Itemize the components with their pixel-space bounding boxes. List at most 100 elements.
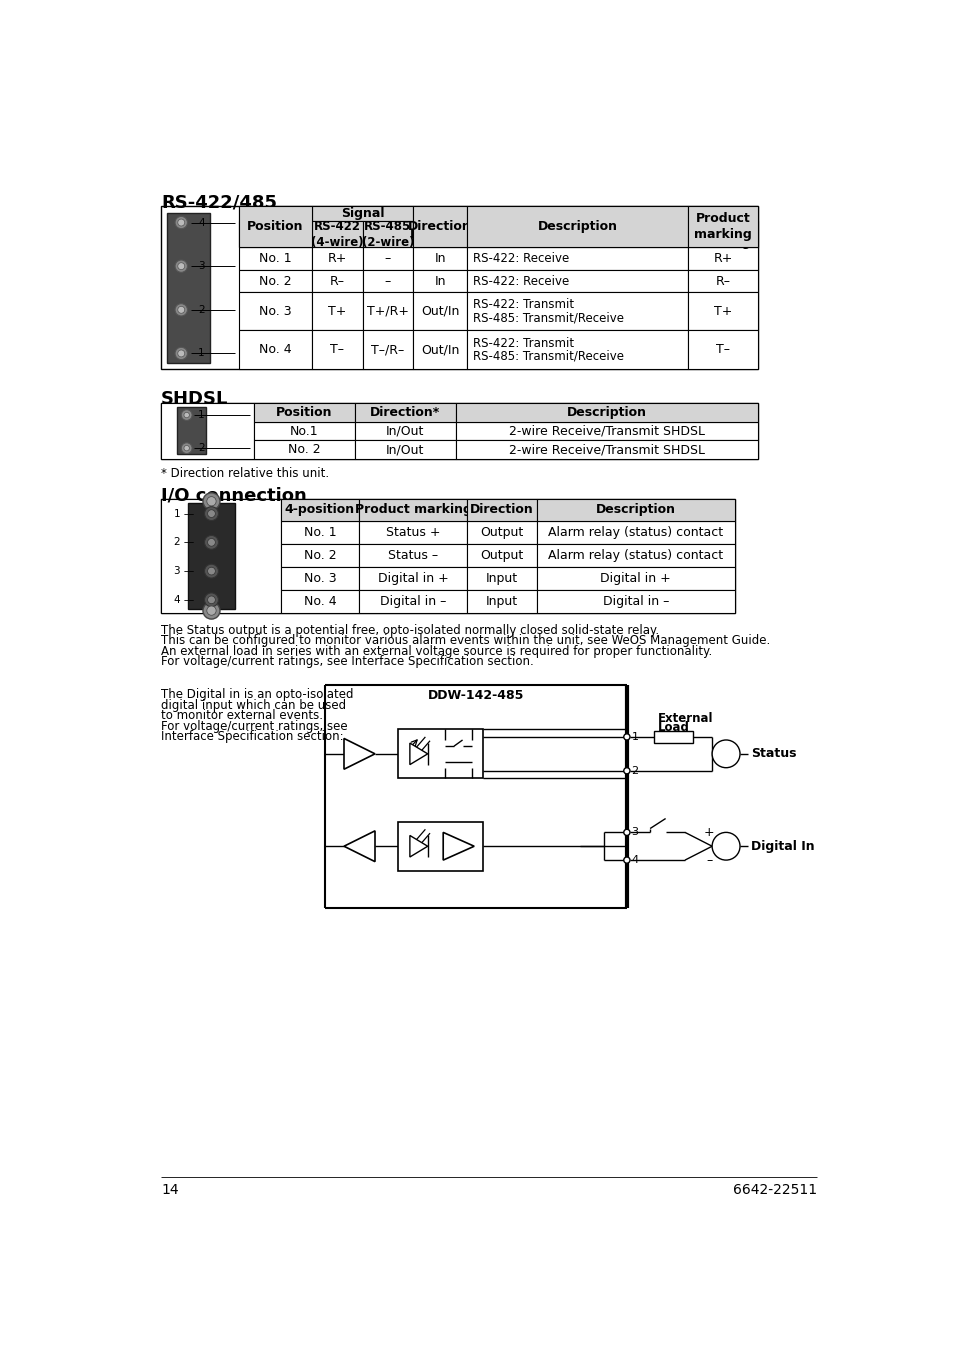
Text: Status: Status xyxy=(750,747,796,761)
Bar xyxy=(238,271,312,292)
Circle shape xyxy=(184,445,190,451)
Text: Interface Specification section:: Interface Specification section: xyxy=(161,730,343,743)
Bar xyxy=(362,248,413,271)
Bar xyxy=(167,214,210,363)
Polygon shape xyxy=(410,835,427,857)
Bar xyxy=(161,402,253,459)
Text: In: In xyxy=(434,252,445,265)
Text: No.1: No.1 xyxy=(290,425,318,437)
Text: Direction: Direction xyxy=(408,219,472,233)
Bar xyxy=(413,248,467,271)
Circle shape xyxy=(207,607,216,615)
Bar xyxy=(467,500,537,520)
Bar xyxy=(654,731,692,743)
Bar xyxy=(161,500,734,613)
Text: Direction: Direction xyxy=(410,227,470,241)
Circle shape xyxy=(204,593,218,607)
Text: Description: Description xyxy=(566,406,646,418)
Text: For voltage/current ratings, see Interface Specification section.: For voltage/current ratings, see Interfa… xyxy=(161,655,534,668)
Text: 4 —: 4 — xyxy=(174,594,194,605)
Circle shape xyxy=(623,829,629,835)
Text: 4: 4 xyxy=(198,218,205,227)
Text: RS-485: Transmit/Receive: RS-485: Transmit/Receive xyxy=(473,311,624,324)
Bar xyxy=(362,271,413,292)
Bar xyxy=(312,248,362,271)
Bar xyxy=(362,292,413,330)
Bar xyxy=(467,221,687,248)
Bar xyxy=(312,206,413,221)
Bar xyxy=(281,567,358,590)
Text: Status –: Status – xyxy=(388,548,437,562)
Bar xyxy=(281,520,358,543)
Text: SHDSL: SHDSL xyxy=(161,390,228,409)
Text: 1: 1 xyxy=(198,410,205,420)
Bar xyxy=(253,440,355,459)
Bar xyxy=(281,500,358,520)
Bar xyxy=(358,520,467,543)
Text: External: External xyxy=(658,712,713,724)
Circle shape xyxy=(174,303,187,315)
Bar xyxy=(238,330,312,368)
Text: The Status output is a potential free, opto-isolated normally closed solid-state: The Status output is a potential free, o… xyxy=(161,624,659,636)
Text: No. 1: No. 1 xyxy=(259,252,292,265)
Text: R+: R+ xyxy=(328,252,347,265)
Bar xyxy=(161,206,757,368)
Circle shape xyxy=(208,596,215,604)
Bar xyxy=(355,440,456,459)
Text: Description: Description xyxy=(539,227,615,241)
Bar xyxy=(238,292,312,330)
Text: Signal: Signal xyxy=(340,207,384,219)
Bar xyxy=(456,402,757,422)
Text: 2-wire Receive/Transmit SHDSL: 2-wire Receive/Transmit SHDSL xyxy=(508,443,704,456)
Bar xyxy=(467,520,537,543)
Text: In/Out: In/Out xyxy=(386,425,424,437)
Bar xyxy=(362,221,413,248)
Polygon shape xyxy=(344,738,375,769)
Text: No. 4: No. 4 xyxy=(303,594,336,608)
Text: 4-position: 4-position xyxy=(285,504,355,516)
Text: V: V xyxy=(721,747,730,761)
Text: For voltage/current ratings, see: For voltage/current ratings, see xyxy=(161,719,347,733)
Text: Position: Position xyxy=(249,227,302,241)
Text: RS-485
(2-wire): RS-485 (2-wire) xyxy=(361,219,414,249)
Bar xyxy=(413,330,467,368)
Text: Out/In: Out/In xyxy=(420,305,458,318)
Circle shape xyxy=(184,413,190,418)
Bar xyxy=(238,206,312,248)
Text: RS-422: Transmit: RS-422: Transmit xyxy=(473,298,574,311)
Bar xyxy=(537,520,734,543)
Bar xyxy=(312,271,362,292)
Text: Digital In: Digital In xyxy=(750,839,814,853)
Text: T–/R–: T–/R– xyxy=(371,343,404,356)
Bar xyxy=(312,221,362,248)
Text: Input: Input xyxy=(485,594,517,608)
Bar xyxy=(467,248,687,271)
Circle shape xyxy=(177,263,185,269)
Text: Input: Input xyxy=(485,571,517,585)
Bar xyxy=(413,292,467,330)
Text: This can be configured to monitor various alarm events within the unit, see WeOS: This can be configured to monitor variou… xyxy=(161,634,769,647)
Bar xyxy=(161,402,757,459)
Circle shape xyxy=(174,217,187,229)
Bar xyxy=(397,822,483,871)
Circle shape xyxy=(203,493,220,509)
Text: Direction*: Direction* xyxy=(370,406,440,418)
Text: RS-422
(4-wire): RS-422 (4-wire) xyxy=(311,219,363,249)
Text: RS-422: Receive: RS-422: Receive xyxy=(473,252,569,265)
Text: to monitor external events.: to monitor external events. xyxy=(161,709,323,722)
Circle shape xyxy=(181,410,192,421)
Text: R+: R+ xyxy=(713,252,732,265)
Text: T+: T+ xyxy=(328,305,346,318)
Text: I/O connection: I/O connection xyxy=(161,486,307,505)
Text: Product
marking: Product marking xyxy=(694,211,751,241)
Text: Digital in –: Digital in – xyxy=(602,594,668,608)
Bar xyxy=(312,292,362,330)
Text: RS-422: Receive: RS-422: Receive xyxy=(473,275,569,287)
Bar xyxy=(413,206,467,248)
Text: 1: 1 xyxy=(631,733,638,742)
Circle shape xyxy=(623,857,629,864)
Text: No. 1: No. 1 xyxy=(303,525,336,539)
Text: +: + xyxy=(703,826,714,839)
Circle shape xyxy=(177,306,185,313)
Text: T+: T+ xyxy=(713,305,731,318)
